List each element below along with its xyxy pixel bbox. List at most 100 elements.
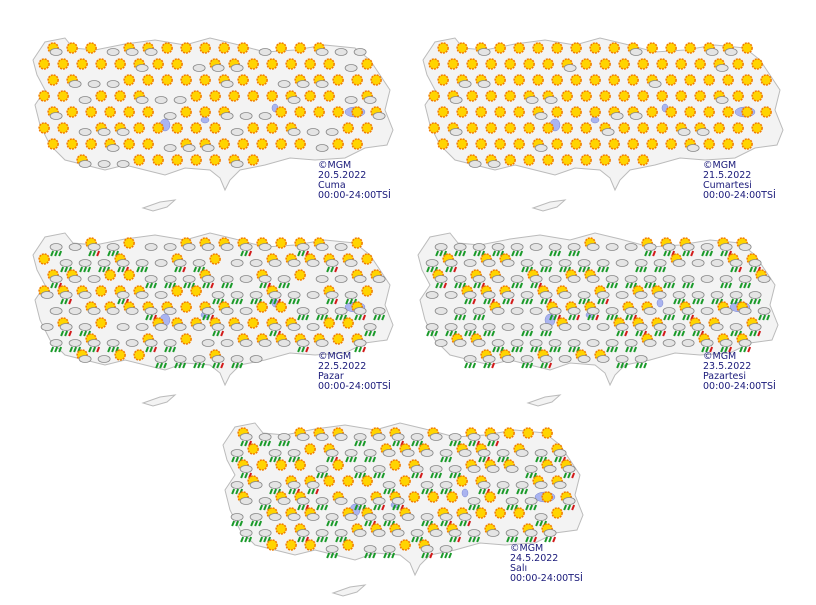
weather-icon <box>503 459 519 473</box>
weather-icon <box>484 427 500 447</box>
sun <box>114 349 126 361</box>
rain-drop <box>182 362 187 369</box>
rain-drop <box>525 472 530 479</box>
rain-drop <box>58 250 63 257</box>
weather-icon <box>313 106 325 118</box>
weather-icon <box>580 58 592 70</box>
weather-icon <box>494 106 506 118</box>
cloud <box>135 96 149 104</box>
cloud <box>287 481 301 489</box>
weather-icon <box>353 48 367 56</box>
cloud <box>610 112 624 120</box>
rain-drop <box>377 314 382 321</box>
rain-drop <box>60 298 65 305</box>
cloud <box>577 355 591 363</box>
weather-icon <box>334 48 348 56</box>
weather-icon <box>524 497 538 511</box>
cloud <box>520 323 534 331</box>
sun <box>437 106 449 118</box>
weather-icon <box>665 138 677 150</box>
cloud <box>472 307 486 315</box>
rain-drop <box>305 314 310 321</box>
weather-icon <box>499 285 515 305</box>
rain-drop <box>597 266 602 273</box>
cloud <box>211 323 225 331</box>
weather-icon <box>399 443 415 457</box>
weather-icon <box>558 259 572 273</box>
weather-icon <box>461 285 477 305</box>
rain-drop <box>639 330 644 337</box>
weather-icon <box>700 275 714 283</box>
rain-drop <box>525 536 530 543</box>
rain-drop <box>597 298 602 305</box>
weather-icon <box>304 90 316 102</box>
weather-icon <box>85 237 101 257</box>
day: Pazar <box>318 371 344 382</box>
rain-drop <box>250 520 255 527</box>
cloud <box>277 339 291 347</box>
rain-drop <box>117 266 122 273</box>
weather-icon <box>504 122 516 134</box>
cloud <box>296 339 310 347</box>
weather-icon <box>719 275 733 289</box>
cloud <box>97 128 111 136</box>
rain-drop <box>301 346 306 353</box>
rain-drop <box>762 314 767 321</box>
rain-drop <box>692 330 697 337</box>
weather-icon <box>618 122 630 134</box>
cloud <box>482 259 496 267</box>
rain-drop <box>163 362 168 369</box>
weather-icon <box>351 523 367 537</box>
sun <box>618 90 630 102</box>
cloud <box>453 307 467 315</box>
rain-drop <box>305 346 310 353</box>
weather-icon <box>161 42 173 54</box>
rain-drop <box>701 346 706 353</box>
sun <box>599 58 611 70</box>
rain-drop <box>747 282 752 289</box>
cloud <box>510 243 524 251</box>
sun <box>199 106 211 118</box>
rain-drop <box>749 266 754 273</box>
rain-drop <box>497 488 502 495</box>
weather-icon <box>399 475 411 487</box>
weather-icon <box>556 317 572 331</box>
sun <box>66 138 78 150</box>
rain-drop <box>468 440 473 447</box>
rain-drop <box>749 298 754 305</box>
cloud <box>201 275 215 283</box>
sun <box>513 74 525 86</box>
sun <box>732 58 744 70</box>
rain-drop <box>473 314 478 321</box>
weather-icon <box>551 42 563 54</box>
cloud <box>738 243 752 251</box>
sun <box>332 333 344 345</box>
sun <box>523 58 535 70</box>
rain-drop <box>368 552 373 559</box>
rain-drop <box>315 488 320 495</box>
cloud <box>49 275 63 283</box>
sun <box>561 154 573 166</box>
rain-drop <box>468 362 473 369</box>
weather-icon <box>315 307 329 321</box>
weather-icon <box>133 58 149 72</box>
weather-icon <box>561 90 573 102</box>
weather-icon <box>154 96 168 104</box>
cloud <box>106 144 120 152</box>
rain-drop <box>168 346 173 353</box>
weather-icon <box>171 154 183 166</box>
rain-drop <box>368 456 373 463</box>
cloud <box>220 275 234 283</box>
rain-drop <box>229 282 234 289</box>
sun <box>637 154 649 166</box>
sun <box>266 90 278 102</box>
weather-icon <box>584 237 600 251</box>
sun <box>361 475 373 487</box>
rain-drop <box>248 250 253 257</box>
lake <box>461 488 469 498</box>
rain-drop <box>415 536 420 543</box>
rain-drop <box>467 520 472 527</box>
sun <box>294 138 306 150</box>
cloud <box>268 513 282 521</box>
weather-icon <box>247 122 259 134</box>
